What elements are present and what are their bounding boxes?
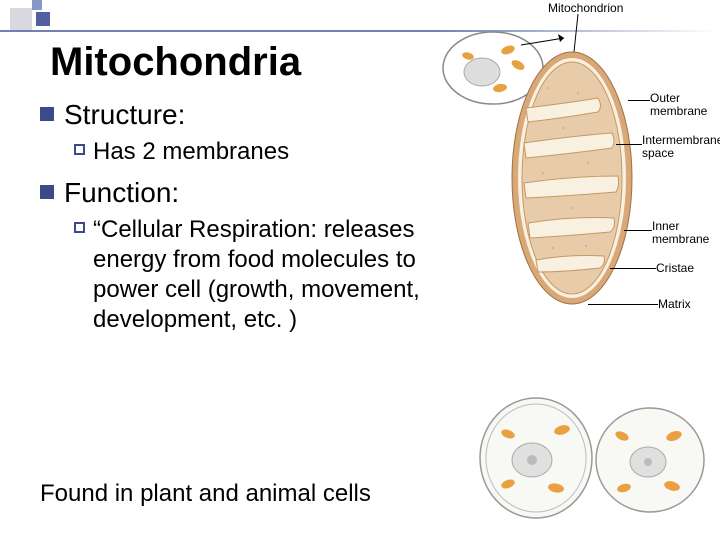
function-sub-text: “Cellular Respiration: releases energy f… xyxy=(93,215,450,335)
label-inner-membrane-text: Inner membrane xyxy=(652,219,709,246)
label-line-icon xyxy=(624,230,652,231)
label-matrix: Matrix xyxy=(658,298,691,311)
label-line-icon xyxy=(610,268,656,269)
label-intermembrane-space: Intermembrane space xyxy=(642,134,720,160)
structure-heading: Structure: xyxy=(64,99,185,131)
label-inner-membrane: Inner membrane xyxy=(652,220,720,246)
label-cristae: Cristae xyxy=(656,262,694,275)
structure-sub-text: Has 2 membranes xyxy=(93,137,289,167)
slide-corner-decoration xyxy=(0,0,90,40)
structure-sub-row: Has 2 membranes xyxy=(74,137,450,167)
label-line-icon xyxy=(588,304,658,305)
label-line-icon xyxy=(628,100,650,101)
function-sub-row: “Cellular Respiration: releases energy f… xyxy=(74,215,450,335)
slide-title: Mitochondria xyxy=(50,40,450,85)
mitochondrion-diagram: Mitochondrion Outer membrane Intermembra… xyxy=(438,0,720,540)
label-outer-membrane-text: Outer membrane xyxy=(650,91,707,118)
slide-text-content: Mitochondria Structure: Has 2 membranes … xyxy=(40,40,450,345)
square-bullet-icon xyxy=(40,107,54,121)
function-heading-row: Function: xyxy=(40,177,450,209)
hollow-square-bullet-icon xyxy=(74,144,85,155)
hollow-square-bullet-icon xyxy=(74,222,85,233)
square-bullet-icon xyxy=(40,185,54,199)
label-outer-membrane: Outer membrane xyxy=(650,92,720,118)
cell-types-illustration xyxy=(478,380,708,530)
mitochondrion-cross-section xyxy=(508,48,636,308)
structure-heading-row: Structure: xyxy=(40,99,450,131)
label-line-icon xyxy=(616,144,642,145)
label-intermembrane-space-text: Intermembrane space xyxy=(642,133,720,160)
function-heading: Function: xyxy=(64,177,179,209)
footer-text: Found in plant and animal cells xyxy=(40,480,371,508)
